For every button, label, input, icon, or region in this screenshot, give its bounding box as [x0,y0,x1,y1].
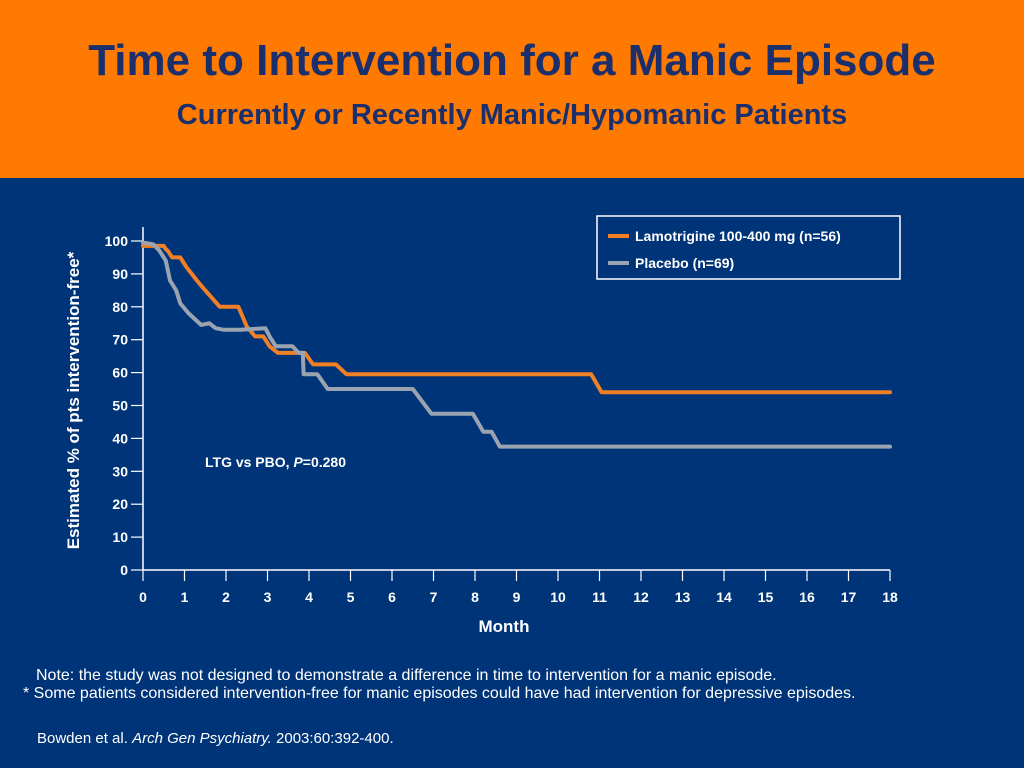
x-tick-label: 18 [882,589,898,605]
x-tick-label: 4 [305,589,313,605]
x-tick-label: 12 [633,589,649,605]
y-tick-label: 30 [112,463,128,479]
x-tick-label: 16 [799,589,815,605]
x-tick-label: 7 [430,589,438,605]
x-tick-label: 5 [347,589,355,605]
series-line-placebo [141,240,892,449]
annotation-prefix: LTG vs PBO, [205,454,293,470]
x-tick-label: 0 [139,589,147,605]
y-tick-label: 10 [112,529,128,545]
x-tick-label: 14 [716,589,732,605]
citation-journal: Arch Gen Psychiatry. [132,730,272,747]
y-tick-label: 90 [112,266,128,282]
y-tick-label: 70 [112,332,128,348]
y-tick-label: 80 [112,299,128,315]
y-tick-label: 60 [112,365,128,381]
y-tick-label: 20 [112,496,128,512]
citation-authors: Bowden et al. [37,730,133,747]
x-tick-label: 13 [675,589,691,605]
p-value-annotation: LTG vs PBO, P=0.280 [205,454,346,470]
y-tick-label: 0 [120,562,128,578]
x-tick-label: 3 [264,589,272,605]
slide-subtitle: Currently or Recently Manic/Hypomanic Pa… [176,99,848,131]
x-tick-label: 8 [471,589,479,605]
footnote-asterisk: * Some patients considered intervention-… [23,685,856,702]
x-axis-label: Month [479,617,530,636]
y-tick-label: 100 [105,233,129,249]
annotation-p: P [293,454,303,470]
slide-title: Time to Intervention for a Manic Episode [88,36,936,85]
y-tick-label: 40 [112,430,128,446]
y-tick-label: 50 [112,398,128,414]
y-axis-label: Estimated % of pts intervention-free* [64,251,83,549]
x-tick-label: 15 [758,589,774,605]
legend: Lamotrigine 100-400 mg (n=56) Placebo (n=… [596,215,901,280]
annotation-value: =0.280 [303,454,346,470]
x-tick-label: 10 [550,589,566,605]
study-note: Note: the study was not designed to demo… [36,667,777,684]
x-tick-label: 2 [222,589,230,605]
legend-label-placebo: Placebo (n=69) [635,255,734,271]
x-tick-label: 9 [513,589,521,605]
citation: Bowden et al. Arch Gen Psychiatry. 2003:… [37,729,394,749]
x-tick-label: 11 [592,589,607,605]
legend-box [596,215,901,280]
citation-details: 2003:60:392-400. [271,730,394,747]
series-line-lamotrigine [141,243,892,395]
legend-label-lamotrigine: Lamotrigine 100-400 mg (n=56) [635,228,841,244]
x-tick-label: 1 [181,589,189,605]
title-banner: Time to Intervention for a Manic Episode… [0,0,1024,178]
x-tick-label: 6 [388,589,396,605]
x-tick-label: 17 [841,589,857,605]
